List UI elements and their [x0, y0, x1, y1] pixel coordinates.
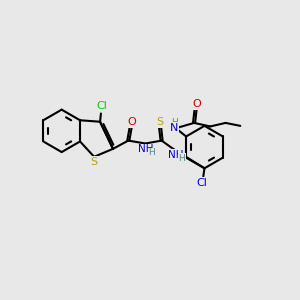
Text: N: N [170, 123, 178, 133]
Text: Cl: Cl [197, 178, 208, 188]
Text: NH: NH [138, 144, 154, 154]
Text: H: H [148, 148, 155, 158]
Text: Cl: Cl [96, 100, 107, 110]
Text: O: O [128, 117, 136, 127]
Text: H: H [178, 154, 185, 163]
Text: H: H [171, 118, 178, 127]
Text: S: S [157, 117, 164, 127]
Text: NH: NH [168, 150, 184, 160]
Text: S: S [90, 157, 97, 167]
Text: O: O [193, 99, 201, 110]
